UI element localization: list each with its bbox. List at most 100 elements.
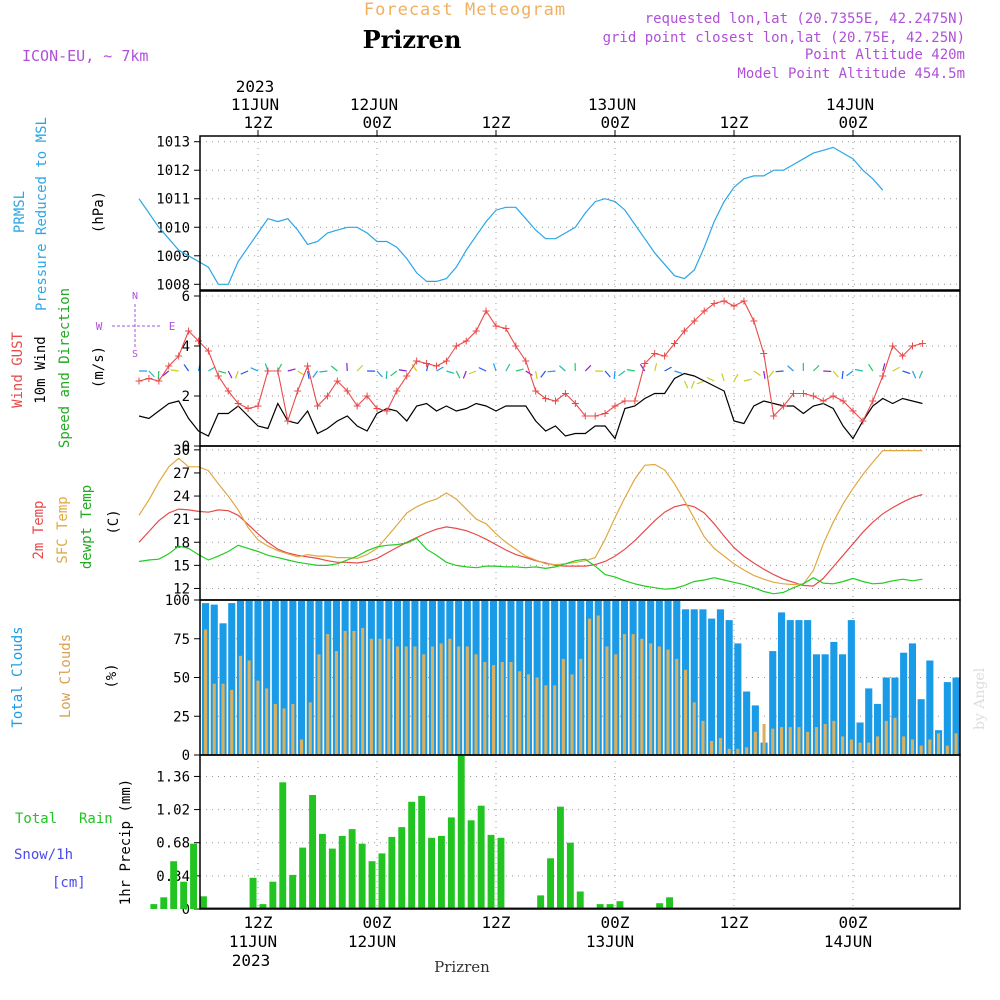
bottom-year-label: 2023 (232, 951, 271, 970)
gust-point-marker (393, 387, 401, 395)
wind-direction-arrow (696, 380, 705, 385)
gust-point-marker (204, 347, 212, 355)
gust-point-marker (641, 360, 649, 367)
wind-direction-arrow (918, 370, 923, 379)
pressure-msl-label: Pressure Reduced to MSL (34, 117, 50, 311)
gust-point-marker (234, 400, 242, 407)
gust-point-marker (760, 350, 768, 357)
requested-point-label: requested lon,lat (20.7355E, 42.2475N) (645, 11, 965, 27)
wind-direction-arrow (753, 370, 761, 376)
low-clouds-bar (526, 674, 530, 755)
low-clouds-bar (631, 634, 635, 755)
total-clouds-bar (865, 688, 873, 755)
gust-point-marker (601, 410, 609, 417)
panel-frame (199, 290, 961, 447)
wind-direction-arrow (250, 367, 259, 372)
total-clouds-bar (228, 603, 236, 755)
gust-point-marker (224, 387, 232, 395)
wind-direction-arrow (547, 370, 556, 373)
rain-bar (170, 861, 178, 909)
wind-direction-arrow (733, 373, 739, 382)
wind-direction-arrow (385, 370, 388, 380)
wind-direction-arrow (227, 370, 233, 379)
rain-bar (606, 904, 614, 909)
low-clouds-bar (413, 646, 417, 755)
series-line-dewpt-temp (138, 537, 923, 595)
rain-bar (299, 847, 307, 909)
y-tick-label: 1.36 (156, 769, 190, 785)
low-clouds-bar (474, 654, 478, 756)
y-tick-label: 100 (165, 593, 190, 609)
low-clouds-bar (317, 654, 321, 756)
low-clouds-bar (884, 720, 888, 755)
total-clouds-bar (210, 604, 218, 755)
clouds-unit-label: (%) (104, 663, 120, 688)
wind-direction-arrow (425, 363, 429, 372)
wind-direction-arrow (436, 366, 444, 372)
y-tick-label: 0 (182, 439, 190, 455)
rain-bar (418, 795, 426, 909)
rain-bar (408, 801, 416, 909)
y-tick-label: 12 (173, 581, 190, 597)
gust-point-marker (165, 362, 173, 370)
wind-direction-arrow (376, 370, 383, 378)
low-clouds-bar (238, 655, 242, 755)
y-tick-label: 30 (173, 443, 190, 459)
gust-point-marker (680, 327, 688, 335)
gust-point-marker (522, 357, 530, 365)
rain-bar (190, 843, 197, 909)
low-clouds-bar (788, 727, 792, 755)
gust-point-marker (135, 377, 143, 385)
series-line-prmsl (138, 146, 884, 285)
gust-point-marker (155, 377, 163, 385)
gust-point-marker (294, 387, 302, 395)
wind-direction-arrow (170, 369, 179, 372)
low-clouds-bar (832, 720, 836, 755)
wind-direction-arrow (330, 365, 338, 372)
compass-east: E (169, 320, 176, 333)
total-clouds-bar (778, 612, 786, 755)
total-clouds-bar (839, 654, 847, 756)
rain-bar (279, 782, 287, 909)
rain-bar (348, 829, 356, 909)
low-clouds-bar (535, 677, 539, 755)
bottom-location-label: Prizren (434, 958, 490, 976)
low-clouds-bar (841, 736, 845, 755)
rain-bar (497, 837, 505, 909)
y-tick-label: 1013 (156, 135, 190, 151)
total-clouds-bar (716, 609, 724, 755)
low-clouds-bar (256, 680, 260, 755)
rain-bar (289, 874, 297, 909)
total-clouds-bar (263, 600, 271, 755)
y-tick-label: 0 (182, 748, 190, 764)
y-tick-label: 1010 (156, 220, 190, 236)
gust-point-marker (433, 362, 440, 370)
credit-label: by Angel (972, 667, 988, 730)
gust-point-marker (790, 390, 797, 397)
total-clouds-bar (271, 600, 279, 755)
rain-bar (180, 881, 188, 909)
top-date-label: 14JUN (826, 95, 874, 114)
low-clouds-bar (230, 689, 234, 755)
wind-direction-arrow (868, 363, 874, 372)
gust-point-marker (909, 342, 916, 350)
low-clouds-bar (614, 654, 618, 756)
low-clouds-bar (718, 738, 722, 755)
low-clouds-bar (308, 702, 312, 755)
temp-unit-label: (C) (106, 509, 122, 534)
rain-bar (666, 897, 673, 909)
low-clouds-bar (483, 662, 487, 755)
bottom-date-label: 11JUN (229, 932, 277, 951)
wind-direction-arrow (854, 368, 864, 372)
total-clouds-bar (952, 677, 960, 755)
bottom-date-label: 12JUN (348, 932, 396, 951)
bottom-tick-label: 12Z (482, 913, 511, 932)
low-clouds-bar (553, 685, 557, 756)
gust-point-marker (423, 360, 431, 367)
total-clouds-bar (769, 651, 777, 755)
y-tick-label: 50 (173, 671, 190, 687)
wind-direction-arrow (297, 370, 305, 376)
y-tick-label: 25 (173, 709, 190, 725)
